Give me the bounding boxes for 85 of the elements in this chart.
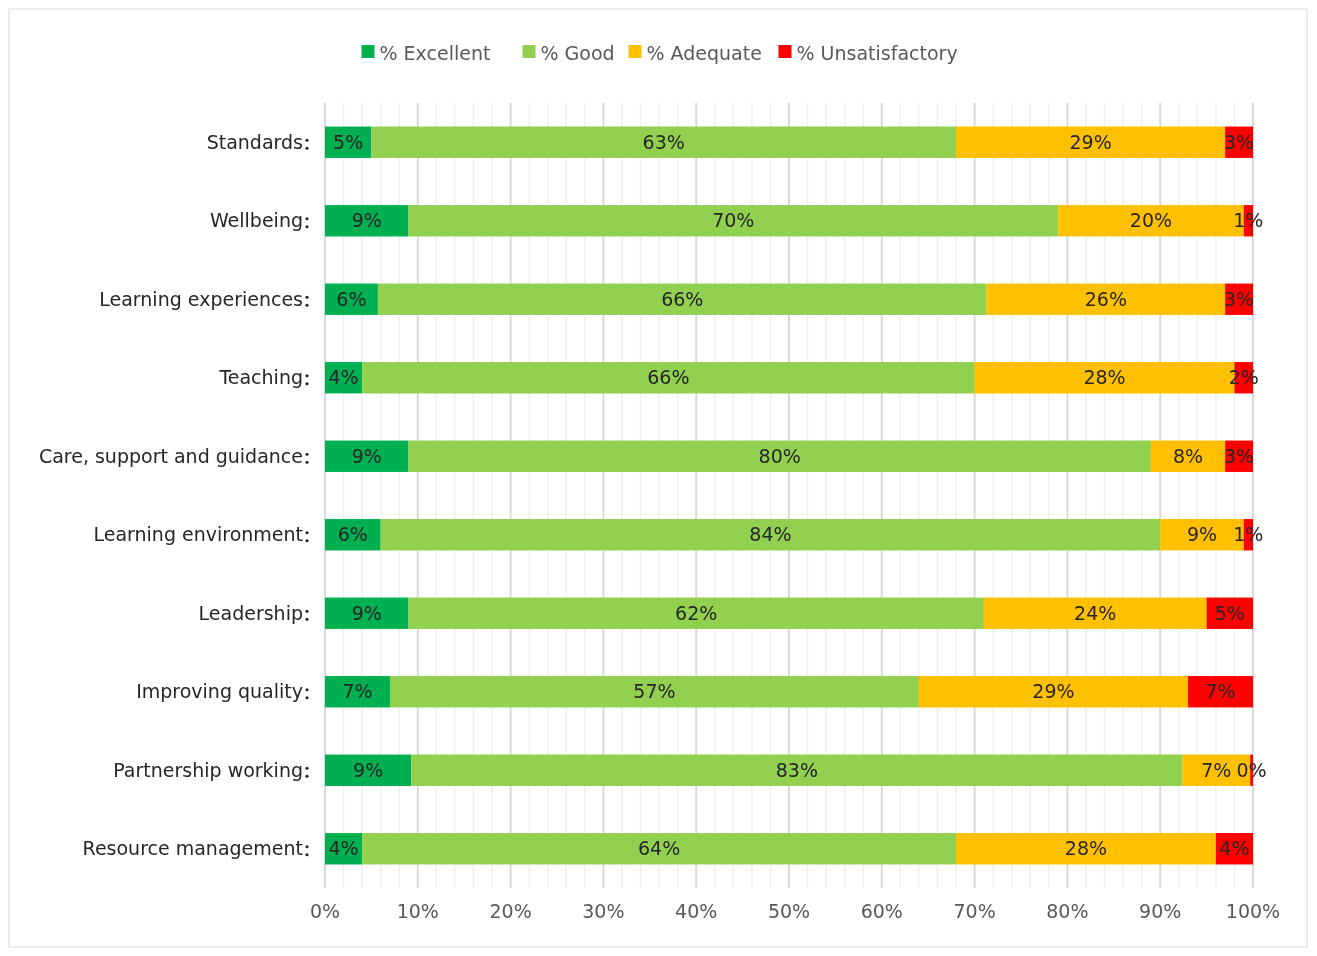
x-tick-label: 70% [953,900,996,922]
data-label: 1% [1233,209,1264,232]
data-label: 24% [1074,601,1117,624]
bar [380,519,1161,551]
x-tick-label: 10% [396,900,439,922]
legend-label: % Excellent [379,41,491,64]
legend-label: % Good [540,41,615,64]
data-label: 29% [1032,680,1075,703]
legend-label: % Unsatisfactory [796,41,958,64]
x-tick-label: 30% [582,900,625,922]
data-label: 29% [1069,130,1112,153]
bar [362,833,957,865]
bar [377,283,987,315]
data-label: 5% [1214,601,1245,624]
x-tick-label: 90% [1139,900,1182,922]
x-tick-label: 50% [767,900,811,922]
legend-label: % Adequate [646,41,762,64]
bar [325,205,409,237]
data-label: 4% [328,837,359,860]
bar [408,597,984,629]
data-label: 26% [1084,287,1128,310]
data-label: 5% [333,130,364,153]
y-tick-label: Resource management [82,837,303,860]
x-tick-label: 20% [489,900,532,922]
y-tick-label: Standards [206,130,303,153]
data-label: 9% [351,209,382,232]
data-label: 62% [675,601,718,624]
data-label: 9% [353,758,384,781]
data-label: 80% [758,444,801,467]
data-label: 57% [633,680,676,703]
data-label: 28% [1064,837,1108,860]
x-tick-label: 0% [309,900,341,922]
bar [408,440,1151,472]
bar [956,126,1226,158]
bar [983,597,1207,629]
data-label: 64% [637,837,681,860]
data-label: 7% [1201,758,1232,781]
data-label: 9% [351,601,382,624]
data-label: 4% [328,366,359,389]
data-label: 7% [1205,680,1236,703]
y-tick-label: Leadership [198,601,303,624]
bar [411,754,1183,786]
data-label: 84% [749,523,792,546]
data-label: 3% [1224,444,1255,467]
data-label: 8% [1172,444,1204,467]
data-label: 6% [336,287,367,310]
data-label: 9% [351,444,382,467]
data-label: 3% [1224,287,1255,310]
data-label: 66% [647,366,690,389]
y-tick-label: Partnership working [113,758,303,781]
data-label: 20% [1129,209,1173,232]
data-label: 0% [1236,758,1267,781]
data-label: 6% [337,523,368,546]
x-tick-label: 40% [675,900,718,922]
bar [956,833,1216,865]
y-tick-label: Learning experiences [99,287,303,310]
y-tick-label: Improving quality [136,680,303,703]
data-label: 4% [1219,837,1250,860]
y-tick-label: Learning environment [93,523,303,546]
y-tick-label: Care, support and guidance [38,444,303,467]
bar [918,676,1189,708]
data-label: 83% [775,758,819,781]
bar [1188,676,1253,708]
data-label: 1% [1233,523,1264,546]
bar [408,205,1059,237]
y-tick-label: Teaching [218,366,303,389]
data-label: 28% [1083,366,1126,389]
data-label: 9% [1186,523,1218,546]
bar [986,283,1226,315]
data-label: 66% [661,287,704,310]
bar [325,676,390,708]
x-tick-label: 100% [1225,900,1281,922]
bar [325,754,412,786]
bar [362,362,975,394]
bar [325,440,409,472]
x-tick-label: 80% [1046,900,1089,922]
bar [389,676,919,708]
data-label: 3% [1224,130,1255,153]
x-tick-label: 60% [860,900,903,922]
bar [371,126,957,158]
data-label: 70% [712,209,755,232]
bar [325,597,409,629]
data-label: 63% [642,130,685,153]
y-tick-label: Wellbeing [209,209,303,232]
data-label: 7% [342,680,373,703]
